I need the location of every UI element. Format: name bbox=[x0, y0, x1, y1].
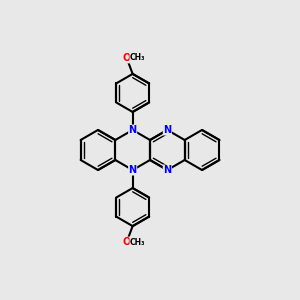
Text: N: N bbox=[129, 125, 137, 135]
Text: CH₃: CH₃ bbox=[130, 238, 146, 247]
Text: N: N bbox=[163, 125, 171, 135]
Text: CH₃: CH₃ bbox=[130, 53, 146, 62]
Text: N: N bbox=[129, 165, 137, 175]
Text: O: O bbox=[122, 237, 131, 247]
Text: O: O bbox=[122, 53, 131, 63]
Text: N: N bbox=[163, 165, 171, 175]
